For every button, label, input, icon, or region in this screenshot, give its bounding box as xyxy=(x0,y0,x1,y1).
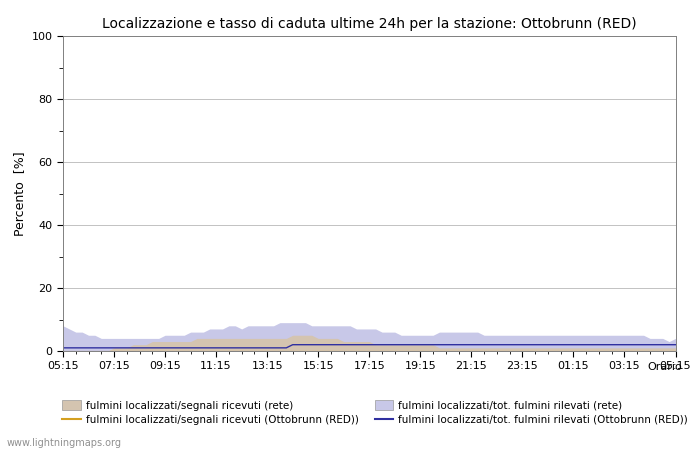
Y-axis label: Percento  [%]: Percento [%] xyxy=(13,151,26,236)
Text: www.lightningmaps.org: www.lightningmaps.org xyxy=(7,438,122,448)
Title: Localizzazione e tasso di caduta ultime 24h per la stazione: Ottobrunn (RED): Localizzazione e tasso di caduta ultime … xyxy=(102,17,636,31)
Legend: fulmini localizzati/segnali ricevuti (rete), fulmini localizzati/segnali ricevut: fulmini localizzati/segnali ricevuti (re… xyxy=(62,400,688,425)
Text: Orario: Orario xyxy=(648,362,682,372)
